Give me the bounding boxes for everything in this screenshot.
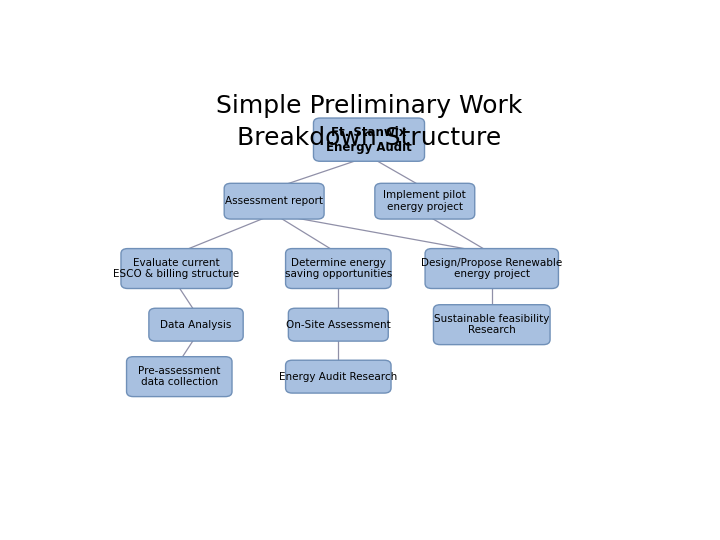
Text: Assessment report: Assessment report: [225, 196, 323, 206]
FancyBboxPatch shape: [313, 118, 425, 161]
Text: Sustainable feasibility
Research: Sustainable feasibility Research: [434, 314, 549, 335]
FancyBboxPatch shape: [286, 248, 391, 288]
FancyBboxPatch shape: [289, 308, 388, 341]
FancyBboxPatch shape: [127, 357, 232, 396]
Text: Ft. Stanwix
Energy Audit: Ft. Stanwix Energy Audit: [326, 126, 412, 154]
FancyBboxPatch shape: [224, 183, 324, 219]
FancyBboxPatch shape: [433, 305, 550, 345]
Text: Design/Propose Renewable
energy project: Design/Propose Renewable energy project: [421, 258, 562, 279]
Text: Data Analysis: Data Analysis: [161, 320, 232, 330]
FancyBboxPatch shape: [121, 248, 232, 288]
FancyBboxPatch shape: [149, 308, 243, 341]
FancyBboxPatch shape: [286, 360, 391, 393]
Text: Implement pilot
energy project: Implement pilot energy project: [384, 191, 466, 212]
FancyBboxPatch shape: [375, 183, 474, 219]
Text: Evaluate current
ESCO & billing structure: Evaluate current ESCO & billing structur…: [114, 258, 240, 279]
Text: Simple Preliminary Work
Breakdown Structure: Simple Preliminary Work Breakdown Struct…: [216, 94, 522, 150]
Text: Energy Audit Research: Energy Audit Research: [279, 372, 397, 382]
FancyBboxPatch shape: [425, 248, 559, 288]
Text: On-Site Assessment: On-Site Assessment: [286, 320, 391, 330]
Text: Pre-assessment
data collection: Pre-assessment data collection: [138, 366, 220, 388]
Text: Determine energy
saving opportunities: Determine energy saving opportunities: [284, 258, 392, 279]
